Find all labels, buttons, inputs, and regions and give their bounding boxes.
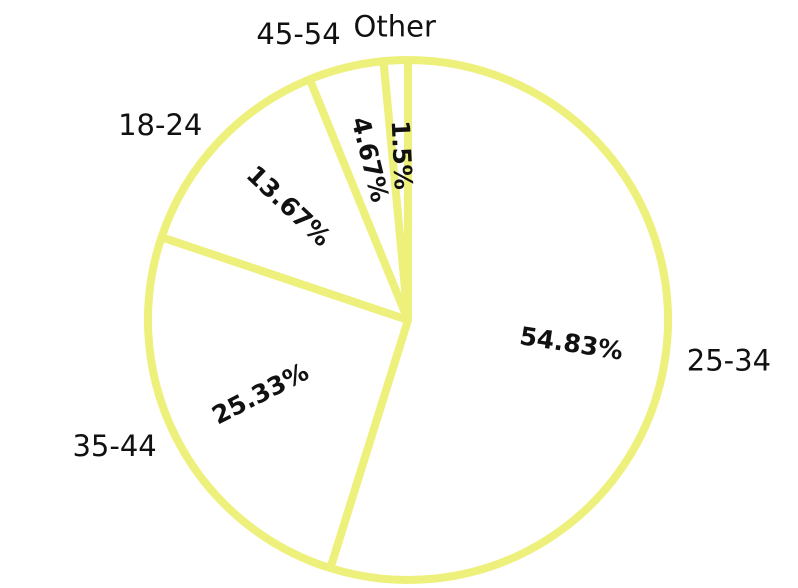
- value-label: 1.5%: [386, 120, 418, 191]
- pie-slice: [379, 56, 412, 324]
- category-label: Other: [354, 9, 436, 43]
- category-label: 18-24: [118, 108, 202, 142]
- pie-slice: [326, 56, 672, 584]
- category-label: 25-34: [687, 344, 771, 378]
- pie-slice: [144, 233, 412, 573]
- category-label: 35-44: [72, 429, 156, 463]
- pie-slice: [157, 75, 412, 324]
- category-label: 45-54: [256, 17, 340, 51]
